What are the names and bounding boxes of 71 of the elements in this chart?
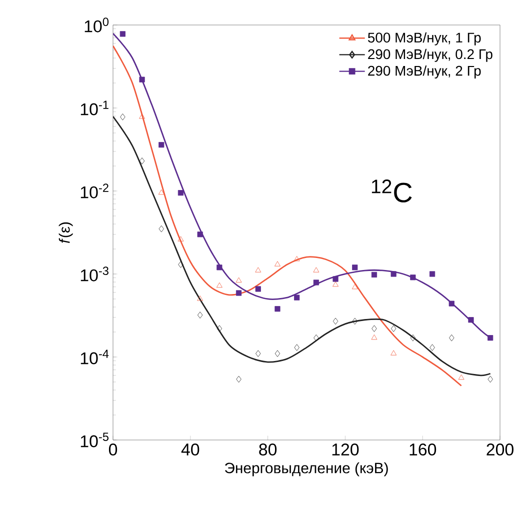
point [352, 318, 358, 325]
point [332, 318, 338, 325]
point [371, 334, 378, 340]
point [294, 344, 300, 351]
point [390, 325, 396, 332]
point [332, 281, 338, 287]
y-tick-label: 10$^{-1}$ [80, 100, 108, 116]
y-tick-label: 10$^{0}$ [84, 18, 109, 32]
point [332, 276, 338, 282]
point [216, 264, 222, 270]
x-tick-label: 80 [259, 444, 277, 456]
point [410, 274, 416, 280]
point [429, 271, 436, 277]
point [158, 189, 164, 195]
point [390, 350, 397, 356]
legend-label: 290 МэВ/нук, 2 Гр [368, 65, 481, 78]
x-tick-label: 160 [410, 444, 436, 456]
x-axis-title: Энерговыделение (кэВ) [224, 462, 388, 476]
point [197, 312, 203, 318]
point [178, 190, 184, 196]
x-tick-label: 120 [332, 444, 359, 456]
point [274, 261, 280, 266]
y-tick-label: 10$^{-5}$ [80, 432, 108, 448]
point [178, 236, 184, 242]
point [274, 306, 280, 312]
point [372, 325, 377, 332]
point [410, 334, 416, 342]
point [313, 280, 319, 286]
point [216, 282, 222, 288]
point [120, 31, 126, 37]
point [216, 325, 222, 332]
y-axis-title: f(ε) [58, 222, 73, 244]
point [458, 374, 464, 380]
point [448, 300, 454, 306]
point [274, 350, 280, 357]
point [236, 277, 242, 282]
point [158, 225, 164, 232]
point [139, 76, 145, 82]
point [352, 284, 358, 290]
x-tick-label: 40 [181, 444, 200, 456]
point [313, 267, 320, 272]
point [294, 256, 300, 262]
point [314, 334, 319, 342]
point [468, 317, 474, 323]
point [294, 294, 300, 300]
point [390, 271, 396, 277]
point [488, 335, 494, 341]
point [178, 261, 184, 268]
point [197, 296, 204, 301]
point [236, 290, 242, 296]
point [449, 334, 454, 342]
point [197, 232, 203, 238]
point [430, 344, 435, 351]
point [352, 264, 358, 270]
legend-label: 500 МэВ/нук, 1 Гр [368, 32, 481, 46]
y-tick-label: 10$^{-4}$ [80, 350, 109, 364]
point [120, 114, 126, 120]
y-tick-label: 10$^{-2}$ [80, 184, 108, 198]
annotation: $^{12}$C [372, 180, 412, 202]
y-tick-label: 10$^{-3}$ [80, 266, 108, 282]
legend-label: 290 МэВ/нук, 0.2 Гр [368, 48, 492, 62]
point [256, 350, 261, 357]
point [139, 114, 145, 119]
point [371, 272, 378, 278]
point [139, 158, 145, 164]
point [255, 286, 261, 292]
point [158, 142, 164, 148]
point [236, 376, 242, 383]
x-tick-label: 0 [108, 444, 118, 456]
x-tick-label: 200 [486, 444, 514, 456]
point [255, 267, 262, 272]
